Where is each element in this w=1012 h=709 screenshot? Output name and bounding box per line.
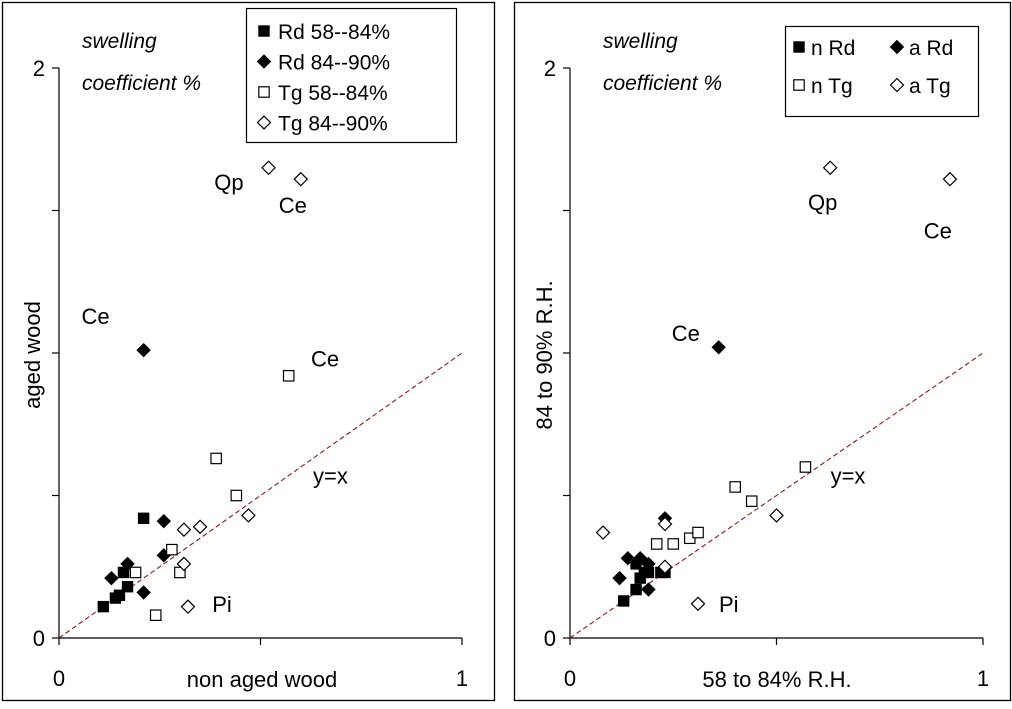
x-tick-label: 1 — [977, 666, 989, 691]
data-point — [650, 538, 663, 550]
data-point — [799, 461, 812, 473]
legend-label: a Rd — [909, 37, 953, 60]
data-point — [261, 160, 276, 176]
legend-box — [245, 7, 458, 144]
data-point — [166, 543, 178, 556]
data-point — [97, 600, 110, 613]
data-point — [136, 585, 151, 600]
chart-panel-2: 0 1 0 2 swelling coefficient % 58 to 84% R.H. 8… — [513, 1, 1012, 702]
data-point — [633, 550, 648, 566]
chart-title: swelling — [82, 30, 157, 53]
chart-title: coefficient % — [82, 72, 201, 95]
data-point — [156, 513, 171, 529]
chart-panel-1: 0 1 0 2 swelling coefficient % non aged wood ag… — [1, 1, 496, 702]
data-point — [641, 556, 656, 572]
data-point — [595, 525, 611, 540]
legend-label: Rd 84--90% — [278, 52, 390, 75]
legend-marker — [793, 41, 805, 53]
data-point — [210, 452, 222, 465]
legend-label: Rd 58--84% — [278, 21, 390, 44]
data-point — [745, 495, 758, 507]
data-point — [174, 566, 186, 579]
legend-label: n Rd — [811, 37, 855, 60]
x-axis-label: 58 to 84% R.H. — [702, 667, 851, 692]
data-point — [667, 538, 680, 550]
data-point — [176, 522, 192, 538]
data-point — [192, 519, 208, 535]
point-annotation: Ce — [311, 347, 339, 372]
legend-box — [784, 25, 980, 118]
legend-marker — [889, 77, 905, 93]
legend-marker — [256, 115, 272, 130]
x-tick-label: 0 — [564, 666, 576, 691]
point-annotation: y=x — [831, 464, 866, 489]
data-point — [769, 508, 784, 523]
legend-marker — [793, 79, 805, 91]
data-point — [657, 516, 673, 532]
point-annotation: Pi — [212, 592, 232, 617]
data-point — [690, 596, 706, 612]
data-point — [617, 595, 630, 607]
chart-title: coefficient % — [603, 72, 722, 95]
legend-marker — [256, 54, 272, 69]
point-annotation: Ce — [81, 304, 109, 329]
data-point — [711, 340, 726, 355]
data-point — [942, 171, 958, 187]
legend-marker — [258, 25, 270, 37]
legend-label: Tg 84--90% — [278, 113, 388, 136]
y-axis-label: 84 to 90% R.H. — [532, 280, 557, 429]
y-tick-label: 0 — [33, 626, 45, 651]
x-tick-label: 1 — [456, 666, 468, 691]
data-point — [129, 566, 142, 579]
data-point — [113, 589, 126, 601]
legend-label: a Tg — [909, 75, 951, 98]
y-tick-label: 2 — [33, 56, 45, 81]
point-annotation: Ce — [672, 321, 700, 346]
data-point — [137, 512, 150, 524]
x-axis-label: non aged wood — [187, 667, 337, 692]
data-point — [729, 481, 741, 493]
data-point — [104, 570, 119, 586]
panel-frame — [1, 1, 496, 702]
data-point — [136, 342, 151, 358]
data-point — [121, 581, 134, 593]
data-point — [180, 599, 196, 614]
panel-frame — [513, 1, 1012, 702]
data-point — [620, 550, 636, 566]
data-point — [612, 570, 627, 586]
point-annotation: Ce — [924, 218, 952, 243]
data-point — [176, 556, 192, 572]
y-axis-label: aged wood — [20, 301, 45, 409]
legend-label: Tg 58--84% — [278, 82, 388, 105]
point-annotation: Qp — [214, 170, 243, 195]
y-tick-label: 0 — [544, 626, 556, 651]
y-tick-label: 2 — [544, 56, 556, 81]
data-point — [241, 508, 256, 523]
legend-label: n Tg — [811, 75, 853, 98]
point-annotation: y=x — [313, 464, 348, 489]
data-point — [692, 526, 704, 539]
data-point — [149, 609, 162, 621]
data-point — [293, 171, 309, 187]
point-annotation: Pi — [719, 592, 739, 617]
x-tick-label: 0 — [53, 666, 65, 691]
legend-marker — [889, 39, 905, 55]
data-point — [117, 566, 130, 579]
data-point — [630, 583, 642, 596]
point-annotation: Ce — [279, 193, 307, 218]
data-point — [822, 160, 838, 176]
data-point — [641, 582, 656, 597]
data-point — [230, 489, 243, 502]
point-annotation: Qp — [808, 190, 837, 215]
legend-marker — [258, 86, 270, 98]
data-point — [282, 370, 295, 382]
data-point — [657, 559, 673, 575]
chart-title: swelling — [603, 30, 678, 53]
reference-line-y-equals-x — [569, 352, 984, 639]
